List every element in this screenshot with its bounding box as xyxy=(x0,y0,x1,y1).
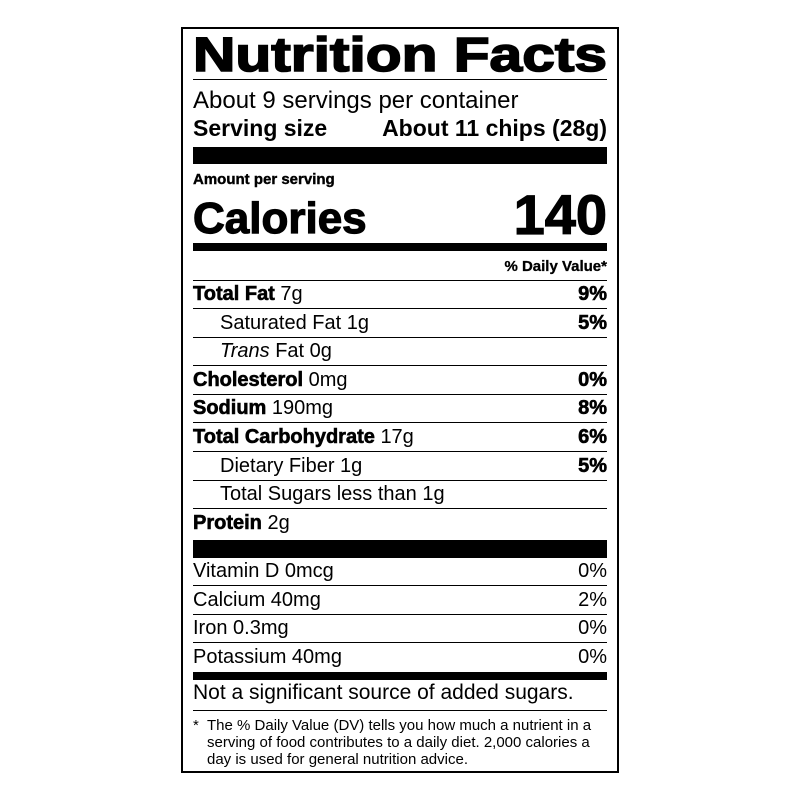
medium-divider xyxy=(193,243,607,251)
nutrient-name: Total Carbohydrate xyxy=(193,426,375,449)
nutrient-row-total-fat: Total Fat 7g 9% xyxy=(193,281,607,309)
nutrient-name: Saturated Fat xyxy=(220,311,342,334)
calories-value: 140 xyxy=(513,183,608,246)
footnote-marker: * xyxy=(193,717,199,734)
title-wrap: Nutrition Facts xyxy=(192,29,608,82)
nutrient-row-total-sugars: Total Sugars less than 1g xyxy=(193,481,607,510)
medium-divider xyxy=(193,672,607,680)
servings-per-container: About 9 servings per container xyxy=(193,87,519,114)
vitamin-row: Calcium 40mg 2% xyxy=(193,587,607,615)
daily-value-header: % Daily Value* xyxy=(504,258,607,275)
label-title: Nutrition Facts xyxy=(192,29,608,82)
vitamin-text: Calcium 40mg xyxy=(193,588,321,611)
nutrient-amount: 17g xyxy=(380,426,414,448)
vitamin-text: Iron 0.3mg xyxy=(193,617,289,640)
nutrient-amount: 0mg xyxy=(308,368,348,391)
nutrient-amount: 2g xyxy=(267,512,290,535)
vitamin-row: Iron 0.3mg 0% xyxy=(193,615,607,644)
amount-per-serving: Amount per serving xyxy=(193,171,335,188)
nutrient-amount: 1g xyxy=(422,483,445,506)
nutrient-dv: 8% xyxy=(578,397,608,420)
nutrient-amount: 1g xyxy=(346,311,369,334)
thick-divider xyxy=(193,147,607,164)
nutrient-amount: 7g xyxy=(280,283,303,305)
nutrient-name: Dietary Fiber xyxy=(220,454,335,477)
nutrient-name: Fat xyxy=(275,340,305,363)
nutrient-row-sodium: Sodium 190mg 8% xyxy=(193,395,608,424)
footnote: * The % Daily Value (DV) tells you how m… xyxy=(193,717,607,768)
nutrient-name: Cholesterol xyxy=(193,368,304,391)
nutrient-row-total-carbohydrate: Total Carbohydrate 17g 6% xyxy=(193,424,607,452)
nutrient-name: Protein xyxy=(193,512,263,535)
nutrient-name-italic: Trans xyxy=(220,340,270,363)
nutrient-dv: 5% xyxy=(578,311,608,334)
divider xyxy=(193,710,607,711)
vitamin-text: Vitamin D 0mcg xyxy=(193,560,334,582)
nutrient-row-dietary-fiber: Dietary Fiber 1g 5% xyxy=(193,453,607,481)
nutrient-dv: 9% xyxy=(578,283,608,306)
nutrient-name: Sodium xyxy=(193,397,267,420)
nutrient-amount: 190mg xyxy=(271,397,334,420)
nutrient-row-protein: Protein 2g xyxy=(193,510,607,538)
nutrient-dv: 0% xyxy=(578,368,608,391)
nutrient-name: Total Sugars less than xyxy=(220,483,417,506)
vitamin-dv: 0% xyxy=(578,617,607,640)
nutrient-amount: 1g xyxy=(340,454,363,477)
nutrient-row-trans-fat: Trans Fat 0g xyxy=(193,338,607,367)
added-sugars-note: Not a significant source of added sugars… xyxy=(193,681,574,704)
calories-row: Calories 140 xyxy=(192,183,608,246)
calories-label: Calories xyxy=(192,194,367,243)
nutrient-amount: 0g xyxy=(309,340,332,363)
footnote-text: The % Daily Value (DV) tells you how muc… xyxy=(207,717,592,768)
thick-divider xyxy=(193,540,607,558)
divider xyxy=(193,79,607,80)
nutrient-row-saturated-fat: Saturated Fat 1g 5% xyxy=(193,310,607,338)
nutrient-dv: 6% xyxy=(578,426,608,449)
vitamin-row: Vitamin D 0mcg 0% xyxy=(193,558,607,586)
serving-size-label: Serving size xyxy=(193,115,328,141)
vitamin-row: Potassium 40mg 0% xyxy=(193,644,607,672)
serving-size-value: About 11 chips (28g) xyxy=(382,115,607,141)
divider xyxy=(193,280,607,281)
vitamin-dv: 0% xyxy=(578,646,607,669)
nutrient-dv: 5% xyxy=(578,454,608,477)
vitamin-text: Potassium 40mg xyxy=(193,646,342,669)
vitamin-dv: 0% xyxy=(578,560,607,582)
nutrient-name: Total Fat xyxy=(193,283,275,306)
nutrition-facts-label: Nutrition Facts About 9 servings per con… xyxy=(181,27,619,773)
serving-size: Serving size About 11 chips (28g) xyxy=(193,114,607,142)
vitamin-dv: 2% xyxy=(578,588,607,611)
nutrient-row-cholesterol: Cholesterol 0mg 0% xyxy=(193,367,607,395)
